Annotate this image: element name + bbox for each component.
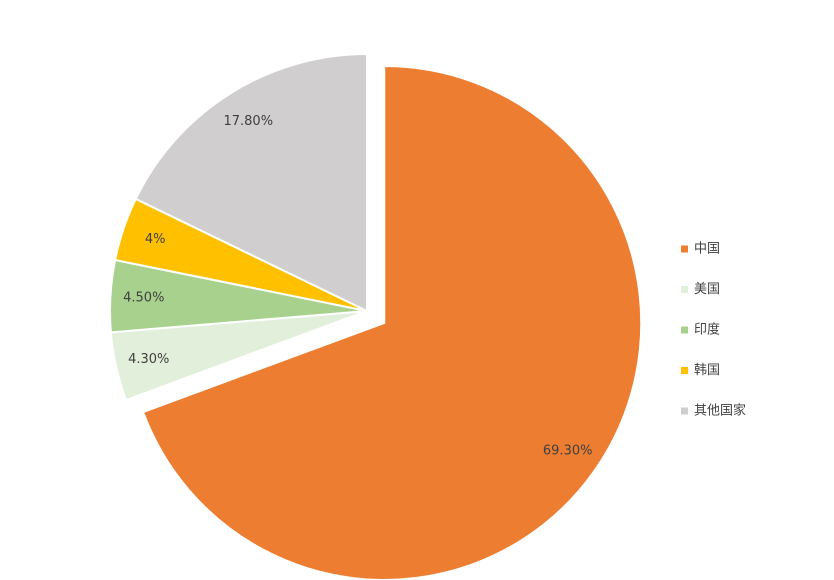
legend-swatch xyxy=(681,326,688,334)
legend-label: 中国 xyxy=(694,242,720,257)
data-label: 17.80% xyxy=(223,114,273,129)
legend-label: 韩国 xyxy=(694,363,720,378)
legend-swatch xyxy=(681,286,688,293)
pie-slice xyxy=(134,52,368,313)
data-label: 4.30% xyxy=(128,352,169,367)
data-label: 4% xyxy=(145,232,166,247)
legend-label: 印度 xyxy=(694,322,720,338)
legend-label: 其他国家 xyxy=(694,403,746,419)
legend-swatch xyxy=(681,245,688,253)
legend-label: 美国 xyxy=(694,282,720,297)
data-label: 4.50% xyxy=(123,290,164,305)
data-label: 69.30% xyxy=(543,443,593,458)
legend-swatch xyxy=(681,407,688,415)
pie-slice xyxy=(141,65,643,580)
legend-swatch xyxy=(681,367,688,374)
